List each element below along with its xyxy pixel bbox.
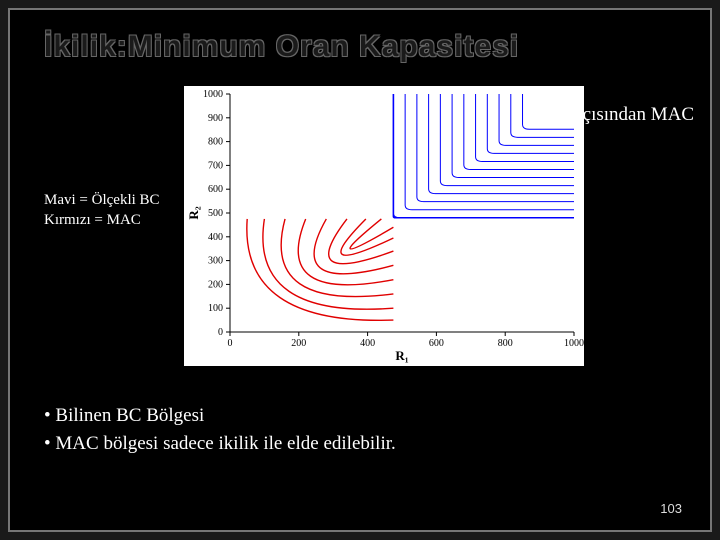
svg-text:600: 600 [208, 184, 223, 195]
svg-text:R₂: R₂ [186, 206, 201, 219]
svg-text:700: 700 [208, 160, 223, 171]
svg-text:0: 0 [218, 327, 223, 338]
svg-text:800: 800 [208, 137, 223, 148]
slide-frame: İkilik:Minimum Oran Kapasitesi BC açısın… [8, 8, 712, 532]
chart-container: BC açısından MAC Mavi = Ölçekli BC Kırmı… [184, 86, 584, 366]
svg-text:1000: 1000 [564, 338, 584, 349]
svg-text:300: 300 [208, 256, 223, 267]
page-number: 103 [660, 501, 682, 516]
chart-callout: BC açısından MAC [544, 104, 694, 126]
svg-text:800: 800 [498, 338, 513, 349]
svg-text:200: 200 [208, 279, 223, 290]
legend-blue: Mavi = Ölçekli BC [44, 191, 160, 211]
svg-text:1000: 1000 [203, 89, 223, 100]
svg-text:500: 500 [208, 208, 223, 219]
svg-text:R₁: R₁ [395, 348, 408, 363]
svg-text:600: 600 [429, 338, 444, 349]
bullet-item: MAC bölgesi sadece ikilik ile elde edile… [44, 430, 676, 458]
svg-text:900: 900 [208, 113, 223, 124]
legend-red: Kırmızı = MAC [44, 211, 160, 231]
svg-text:100: 100 [208, 303, 223, 314]
svg-text:0: 0 [228, 338, 233, 349]
chart-plot: 0 200 400 600 800 1000 0 100 200 300 400 500 600 700 8… [184, 86, 584, 366]
svg-text:400: 400 [208, 232, 223, 243]
svg-text:400: 400 [360, 338, 375, 349]
chart-legend: Mavi = Ölçekli BC Kırmızı = MAC [44, 191, 160, 230]
svg-text:200: 200 [291, 338, 306, 349]
slide-title: İkilik:Minimum Oran Kapasitesi [44, 30, 676, 64]
bullet-item: Bilinen BC Bölgesi [44, 402, 676, 430]
bullet-list: Bilinen BC Bölgesi MAC bölgesi sadece ik… [44, 402, 676, 457]
